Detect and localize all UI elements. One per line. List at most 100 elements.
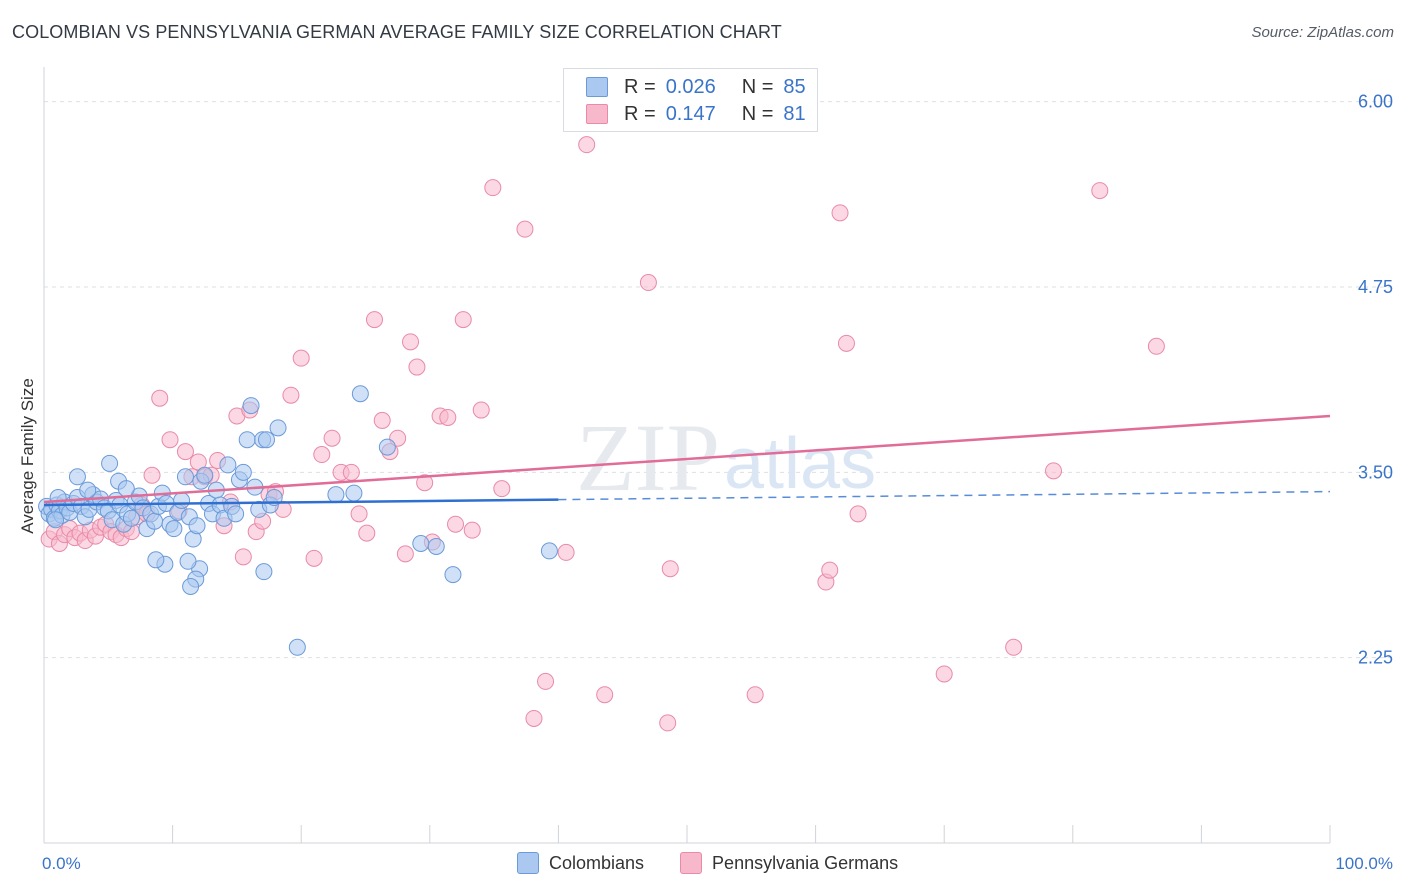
pennsylvania-german-point — [1091, 182, 1109, 200]
pennsylvania-german-point — [557, 543, 575, 561]
legend-row-colombians: R = 0.026 N = 85 — [586, 74, 806, 100]
legend-n-label: N = — [741, 75, 774, 98]
legend-n-value: 85 — [783, 75, 806, 98]
legend-swatch-pink — [586, 104, 608, 124]
series-legend: Colombians Pennsylvania Germans — [517, 852, 934, 874]
pennsylvania-german-point — [1147, 337, 1165, 355]
colombian-point — [68, 468, 86, 486]
pennsylvania-german-point — [454, 311, 472, 329]
pennsylvania-german-point — [292, 349, 310, 367]
colombian-point — [351, 385, 369, 403]
pennsylvania-german-point — [350, 505, 368, 523]
y-tick-label: 2.25 — [1358, 648, 1393, 668]
pennsylvania-german-point — [373, 411, 391, 429]
pennsylvania-german-point — [396, 545, 414, 563]
pennsylvania-german-point — [472, 401, 490, 419]
colombian-point — [196, 466, 214, 484]
pennsylvania-german-point — [525, 709, 543, 727]
colombian-point — [540, 542, 558, 560]
pennsylvania-german-point — [143, 466, 161, 484]
colombian-point — [219, 456, 237, 474]
colombian-point — [288, 638, 306, 656]
colombian-point — [176, 468, 194, 486]
legend-item-colombians[interactable]: Colombians — [517, 852, 644, 874]
colombian-point — [182, 577, 200, 595]
colombian-point — [117, 480, 135, 498]
pennsylvania-german-point — [1045, 462, 1063, 480]
colombian-point — [242, 397, 260, 415]
grid-layer — [44, 101, 1393, 659]
trend-lines — [43, 414, 1331, 507]
pennsylvania-german-point — [639, 274, 657, 292]
pennsylvania-german-point — [439, 408, 457, 426]
legend-r-value: 0.026 — [665, 75, 716, 98]
pennsylvania-german-point — [313, 446, 331, 464]
legend-item-pennsylvania-germans[interactable]: Pennsylvania Germans — [680, 852, 898, 874]
pennsylvania-german-point — [358, 524, 376, 542]
colombian-points — [38, 385, 558, 656]
legend-r-value: 0.147 — [665, 102, 716, 125]
legend-swatch-pink — [680, 852, 703, 874]
x-tick-label-max: 100.0% — [1335, 854, 1393, 873]
colombian-point — [173, 491, 191, 509]
pennsylvania-german-point — [516, 220, 534, 238]
colombian-point — [234, 463, 252, 481]
colombian-point — [238, 431, 256, 449]
pennsylvania-german-point — [402, 333, 420, 351]
pennsylvania-german-point — [746, 686, 764, 704]
colombian-point — [269, 419, 287, 437]
x-tick-label-min: 0.0% — [42, 854, 81, 873]
pennsylvania-german-point — [659, 714, 677, 732]
colombian-point — [122, 509, 140, 527]
pennsylvania-german-point — [416, 474, 434, 492]
pennsylvania-german-point — [151, 389, 169, 407]
colombian-point — [49, 489, 67, 507]
colombian-point — [79, 481, 97, 499]
colombian-point — [188, 517, 206, 535]
pennsylvania-german-point — [935, 665, 953, 683]
colombian-point — [47, 511, 65, 529]
colombian-point — [378, 438, 396, 456]
pennsylvania-german-point — [578, 136, 596, 154]
colombian-trend-extension — [558, 490, 1331, 501]
pennsylvania-german-point — [837, 334, 855, 352]
pennsylvania-german-point — [366, 311, 384, 329]
pennsylvania-german-point — [161, 431, 179, 449]
axis-layer: 2.25 3.50 4.75 6.00 — [43, 67, 1393, 844]
pennsylvania-german-point — [234, 548, 252, 566]
colombian-trend-line — [43, 498, 559, 507]
y-tick-label: 4.75 — [1358, 277, 1393, 297]
colombian-point — [101, 454, 119, 472]
legend-r-label: R = — [624, 75, 656, 98]
pennsylvania-german-point — [661, 560, 679, 578]
watermark-atlas: atlas — [724, 424, 876, 504]
colombian-point — [427, 537, 445, 555]
colombian-point — [257, 431, 275, 449]
chart-title: COLOMBIAN VS PENNSYLVANIA GERMAN AVERAGE… — [12, 22, 782, 42]
pennsylvania-german-point — [596, 686, 614, 704]
pennsylvania-german-point — [1005, 638, 1023, 656]
pennsylvania-german-point — [342, 463, 360, 481]
colombian-point — [227, 505, 245, 523]
pennsylvania-german-point — [537, 672, 555, 690]
legend-label-colombians: Colombians — [549, 852, 645, 873]
colombian-point — [179, 552, 197, 570]
pennsylvania-german-point — [282, 386, 300, 404]
pennsylvania-german-point — [176, 443, 194, 461]
y-tick-label: 3.50 — [1358, 462, 1393, 482]
legend-row-pennsylvania-germans: R = 0.147 N = 81 — [586, 101, 806, 127]
pennsylvania-german-point — [323, 429, 341, 447]
pennsylvania-german-point — [493, 480, 511, 498]
colombian-point — [146, 512, 164, 530]
colombian-point — [444, 566, 462, 584]
pennsylvania-german-point — [831, 204, 849, 222]
y-axis-label: Average Family Size — [18, 378, 37, 534]
colombian-point — [255, 563, 273, 581]
pennsylvania-german-point — [849, 505, 867, 523]
legend-swatch-blue — [586, 77, 608, 97]
legend-n-value: 81 — [783, 102, 806, 125]
pennsylvania-german-point — [408, 358, 426, 376]
legend-r-label: R = — [624, 102, 656, 125]
legend-n-label: N = — [741, 102, 774, 125]
